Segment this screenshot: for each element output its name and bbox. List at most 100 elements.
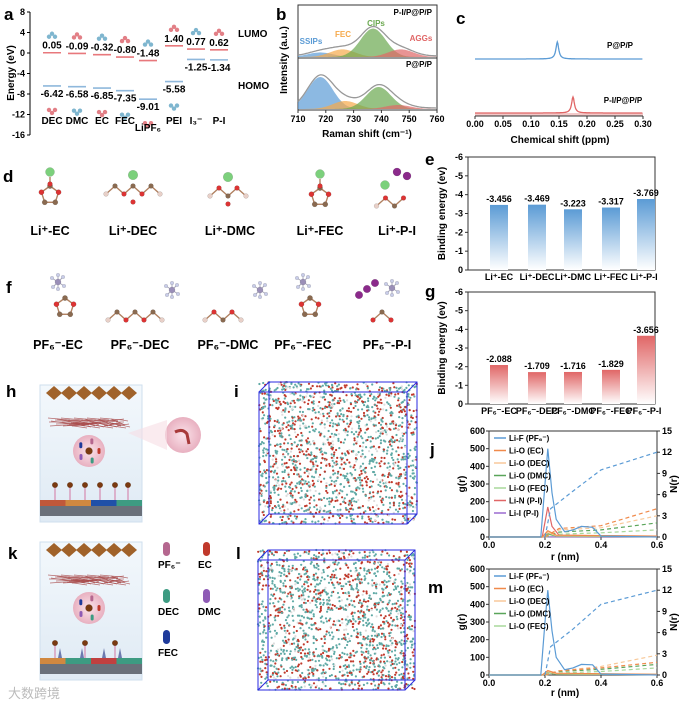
iodine-atom [392,167,402,177]
atom-dot [299,619,302,622]
atom-dot [371,637,374,641]
atom-dot [272,399,275,403]
fluorine-atom [251,283,257,289]
atom-dot [294,383,297,386]
atom-dot [322,664,325,667]
atom-dot [372,663,375,666]
atom-dot [388,481,391,484]
bar [490,204,508,270]
atom-dot [301,589,304,593]
atom-dot [298,605,301,608]
atom-dot [311,466,314,469]
atom-dot [275,388,278,391]
atom-dot [384,489,387,492]
atom-dot [409,464,413,467]
atom-dot [295,515,299,518]
atom-dot [413,395,416,398]
atom-dot [404,466,407,469]
atom-dot [392,560,395,563]
atom-dot [411,469,414,472]
legend-label: Li-O (EC) [509,585,544,594]
iodine-atom [354,290,364,300]
x-tick-label: 720 [318,114,333,124]
legend-capsule [163,630,170,644]
atom-dot [303,588,306,591]
atom-dot [294,583,297,586]
atom-dot [371,459,374,463]
atom-dot [410,496,413,499]
atom-dot [291,593,295,596]
atom-dot [296,621,299,624]
atom-dot [402,501,405,505]
atom-dot [318,551,321,555]
atom-dot [319,451,322,454]
atom-dot [405,561,408,565]
atom-dot [408,583,412,586]
atom-dot [342,498,345,502]
atom-dot [275,667,278,670]
atom-dot [383,634,386,637]
atom-dot [326,497,329,500]
atom-dot [411,472,414,475]
y-tick-label: -1 [455,380,463,390]
panel-label-j: j [429,440,435,459]
category-label: LiPF₆ [135,123,161,134]
fluorine-atom [55,286,61,292]
atom-dot [328,659,331,662]
atom-dot [413,428,416,431]
atom-dot [285,575,288,578]
atom-dot [394,393,397,396]
atom-dot [259,651,262,654]
atom-dot [259,660,262,663]
atom-dot [274,619,277,622]
atom-dot [366,555,369,558]
atom-dot [261,658,264,662]
atom-dot [358,578,361,581]
atom-dot [273,629,277,632]
atom-dot [373,396,376,399]
atom-dot [382,448,386,451]
solvent-molecule [79,610,83,617]
atom-dot [358,397,362,400]
atom-dot [402,654,405,657]
atom-dot [323,518,326,521]
atom-dot [261,417,265,420]
polymer-fiber [50,577,86,584]
atom-dot [361,453,364,456]
atom-dot [279,664,283,667]
atom-dot [274,456,277,459]
atom-dot [413,458,416,462]
atom-dot [333,664,336,667]
atom-dot [314,638,317,641]
atom-dot [302,397,305,400]
atom-dot [331,649,334,652]
atom-dot [373,652,376,655]
atom-dot [304,569,307,572]
atom-dot [364,400,367,404]
atom-dot [317,498,321,501]
atom-dot [355,442,358,445]
atom-dot [259,430,262,433]
atom-dot [371,644,374,647]
atom-dot [306,475,309,478]
atom-dot [358,420,361,423]
atom-dot [279,516,282,519]
atom-dot [269,500,272,503]
atom-dot [355,500,358,503]
atom-dot [330,573,334,576]
atom-dot [314,511,318,514]
atom-dot [328,404,331,407]
atom-dot [337,432,340,436]
atom-dot [360,417,363,420]
atom-dot [322,598,325,601]
atom-dot [322,682,325,685]
atom-dot [366,386,369,390]
atom-dot [336,476,339,480]
atom-dot [404,405,407,409]
atom-dot [326,600,329,603]
lumo-legend: LUMO [238,29,268,40]
atom-dot [372,673,375,676]
atom-dot [361,408,364,411]
atom-dot [344,506,347,510]
bar [490,365,508,404]
